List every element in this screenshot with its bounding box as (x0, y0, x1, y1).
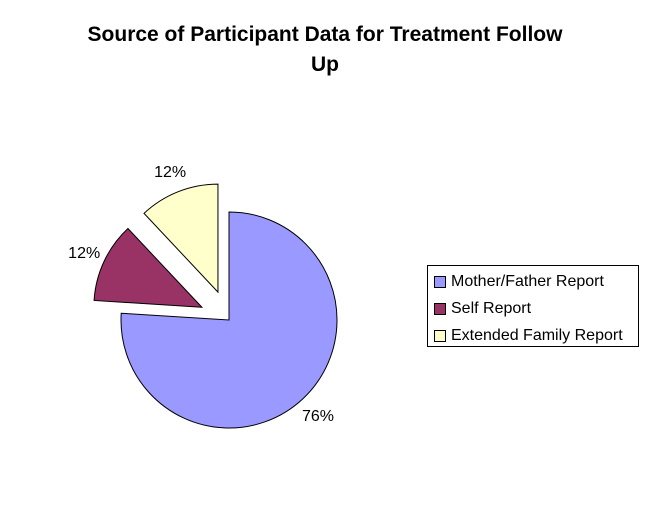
chart-title: Source of Participant Data for Treatment… (55, 20, 595, 80)
data-label-extended-family: 12% (154, 164, 186, 181)
data-label-self: 12% (68, 245, 100, 262)
data-label-mother-father: 76% (302, 408, 334, 425)
legend-label-self: Self Report (451, 299, 532, 317)
legend-label-extended-family: Extended Family Report (451, 326, 623, 344)
pie-slice-mother-father (120, 211, 338, 429)
legend-swatch-self (434, 302, 446, 315)
chart-legend: Mother/Father Report Self Report Extende… (427, 265, 639, 347)
legend-label-mother-father: Mother/Father Report (451, 272, 604, 290)
legend-item-self: Self Report (434, 295, 638, 322)
legend-item-mother-father: Mother/Father Report (434, 268, 638, 295)
legend-item-extended-family: Extended Family Report (434, 322, 638, 349)
legend-swatch-extended-family (434, 329, 446, 342)
chart-title-line-2: Up (311, 53, 339, 76)
pie-slice-extended-family (143, 183, 219, 294)
legend-swatch-mother-father (434, 275, 446, 288)
pie-slice-self (93, 227, 204, 308)
chart-title-line-1: Source of Participant Data for Treatment… (87, 23, 563, 46)
